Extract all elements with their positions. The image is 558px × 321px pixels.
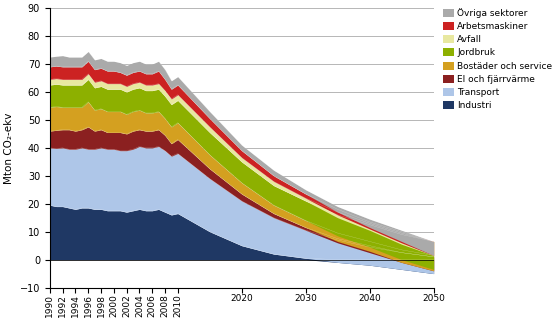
Legend: Övriga sektorer, Arbetsmaskiner, Avfall, Jordbruk, Bostäder och service, El och : Övriga sektorer, Arbetsmaskiner, Avfall,…	[442, 7, 554, 111]
Y-axis label: Mton CO₂-ekv: Mton CO₂-ekv	[4, 112, 14, 184]
